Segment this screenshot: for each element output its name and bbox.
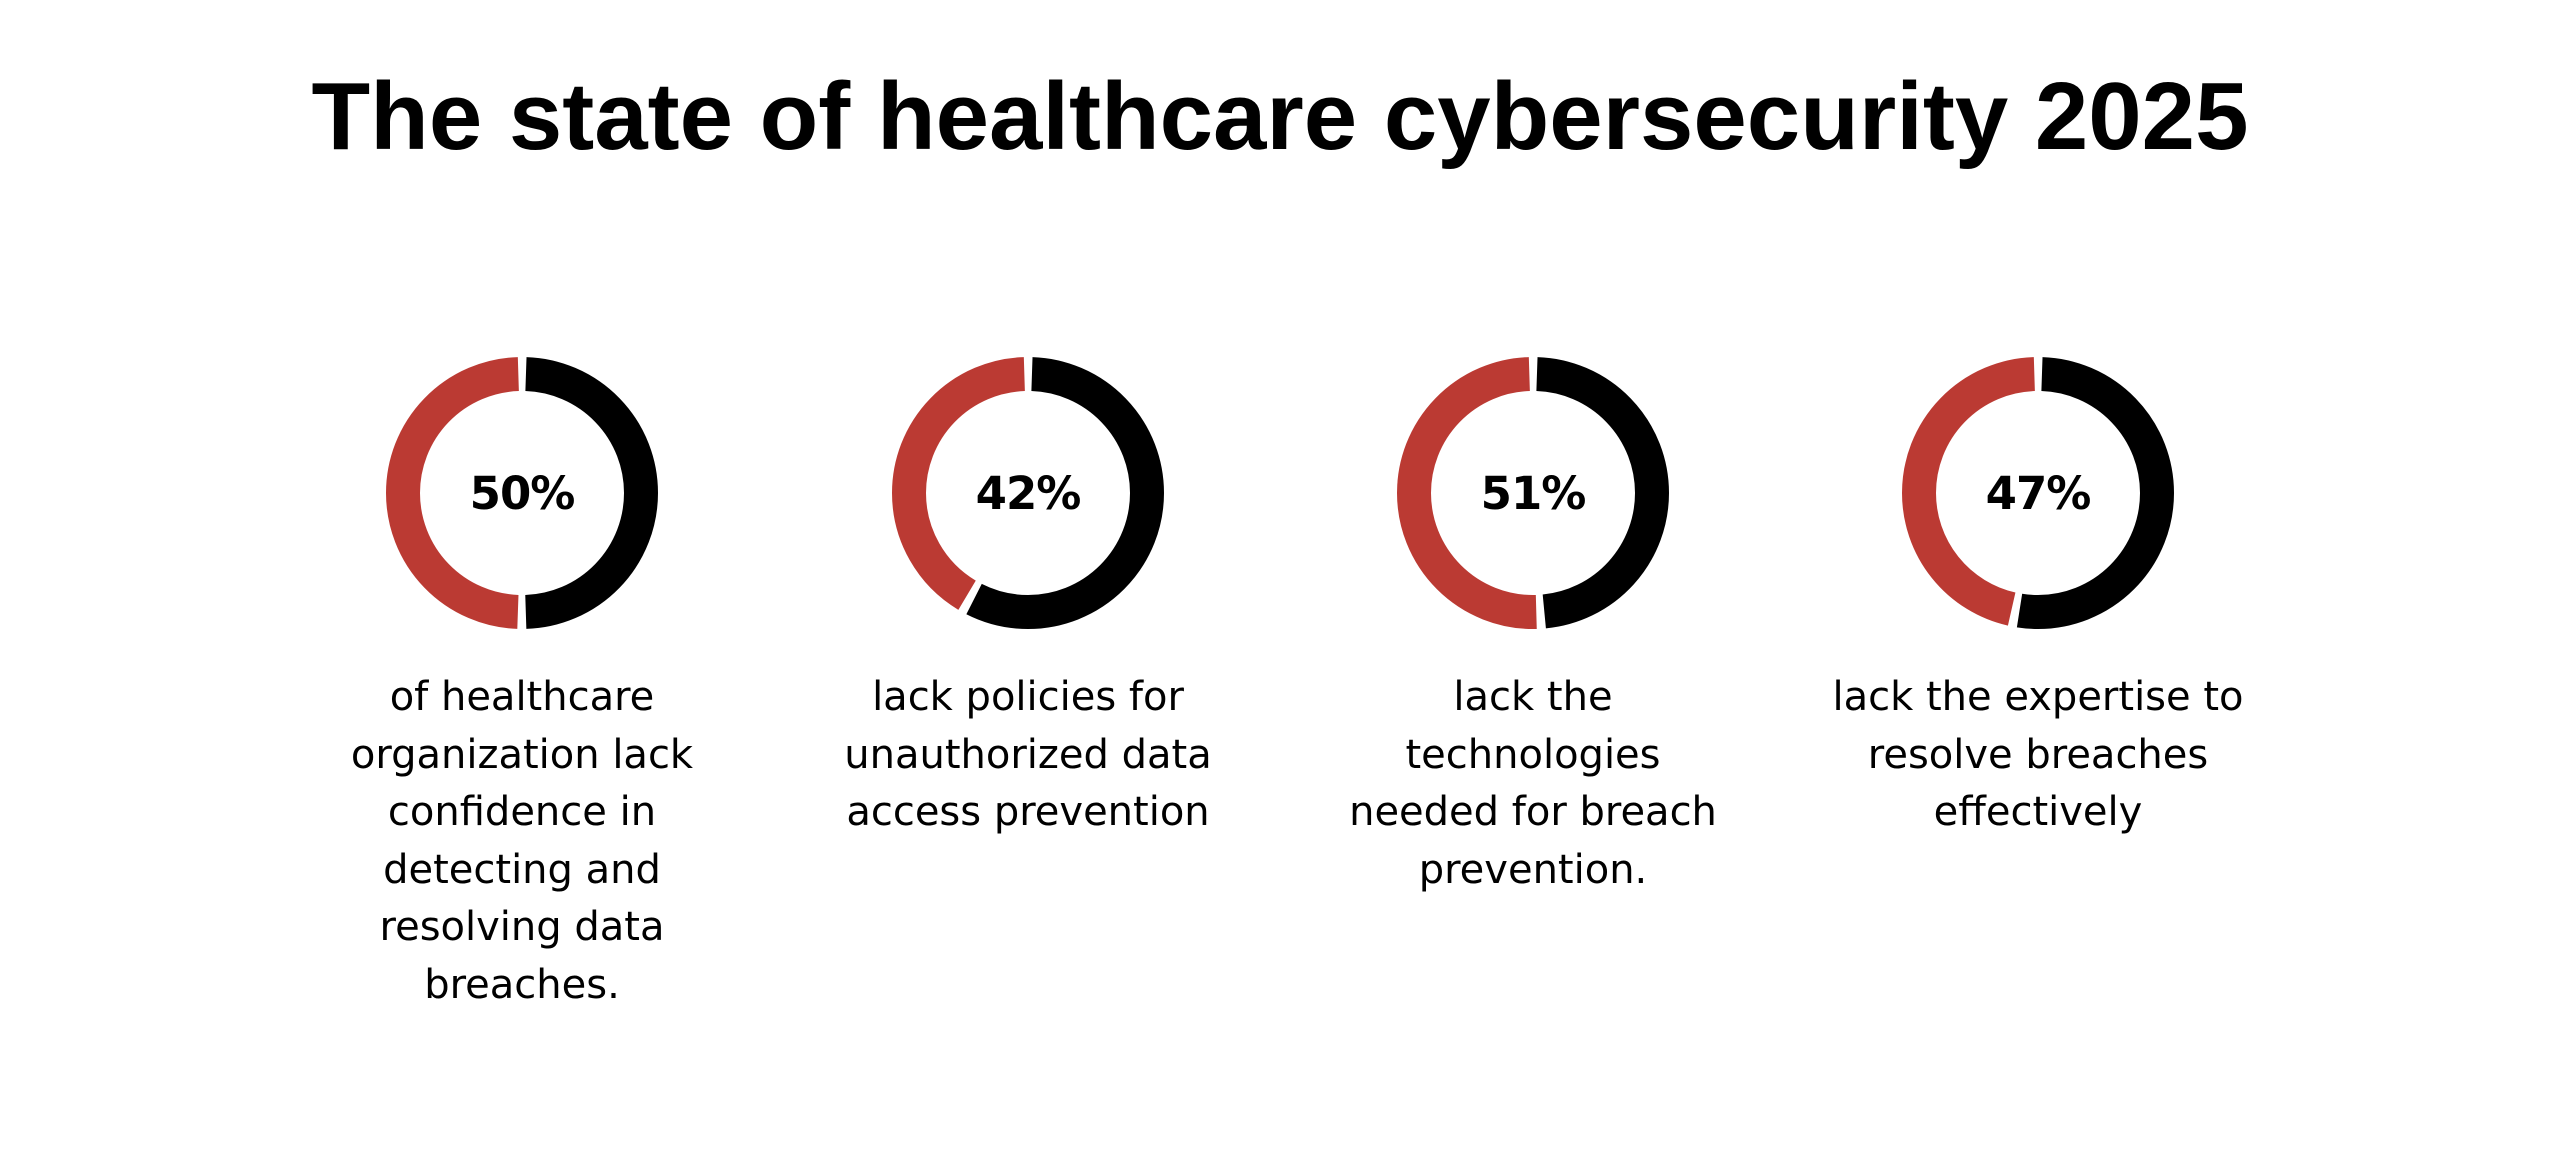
description-line: organization lack [350, 731, 694, 778]
stat-card: 42% lack policies for unauthorized data … [788, 355, 1268, 842]
description-line: access prevention [846, 789, 1210, 835]
stat-card: 50% of healthcare organization lack conf… [282, 355, 762, 1014]
description-line: needed for breach [1349, 789, 1717, 835]
donut-segment-primary [1397, 357, 1669, 629]
description-line: technologies [1405, 731, 1661, 778]
donut-value-label: 42% [975, 466, 1082, 520]
description-line: of healthcare [389, 674, 655, 720]
donut-value-label: 50% [469, 466, 576, 520]
donut-segment-remainder [892, 357, 1164, 629]
donut-value-label: 51% [1480, 466, 1587, 520]
stat-card: 51% lack the technologies needed for bre… [1293, 355, 1773, 899]
donut-chart: 50% [384, 355, 660, 631]
description-line: detecting and [383, 846, 661, 893]
stat-description: lack the technologies needed for breach … [1303, 669, 1763, 899]
description-line: lack the expertise to [1832, 674, 2244, 720]
donut-segment-remainder [1902, 357, 2174, 629]
donut-chart: 47% [1900, 355, 2176, 631]
description-line: lack policies for [872, 674, 1184, 720]
description-line: prevention. [1418, 846, 1648, 893]
donut-segment-primary [892, 357, 1164, 629]
stat-description: lack policies for unauthorized data acce… [798, 669, 1258, 842]
donut-segment-primary [386, 357, 658, 629]
page-title: The state of healthcare cybersecurity 20… [311, 63, 2249, 170]
description-line: lack the [1453, 674, 1613, 720]
stat-description: lack the expertise to resolve breaches e… [1808, 669, 2268, 842]
description-line: unauthorized data [844, 731, 1212, 778]
stat-card: 47% lack the expertise to resolve breach… [1798, 355, 2278, 842]
donut-chart-svg [1902, 357, 2174, 629]
donut-segment-remainder [1397, 357, 1669, 629]
description-line: resolving data [379, 904, 665, 950]
donut-segment-primary [1902, 357, 2174, 629]
donut-chart-svg [386, 357, 658, 629]
donut-segment-remainder [386, 357, 658, 629]
donut-chart-svg [892, 357, 1164, 629]
donut-chart: 51% [1395, 355, 1671, 631]
donut-chart-svg [1397, 357, 1669, 629]
description-line: effectively [1933, 789, 2143, 835]
donut-value-label: 47% [1985, 466, 2092, 520]
description-line: confidence in [387, 789, 657, 835]
stat-description: of healthcare organization lack confiden… [292, 669, 752, 1014]
donut-chart: 42% [890, 355, 1166, 631]
description-line: breaches. [424, 961, 620, 1008]
description-line: resolve breaches [1867, 731, 2209, 778]
